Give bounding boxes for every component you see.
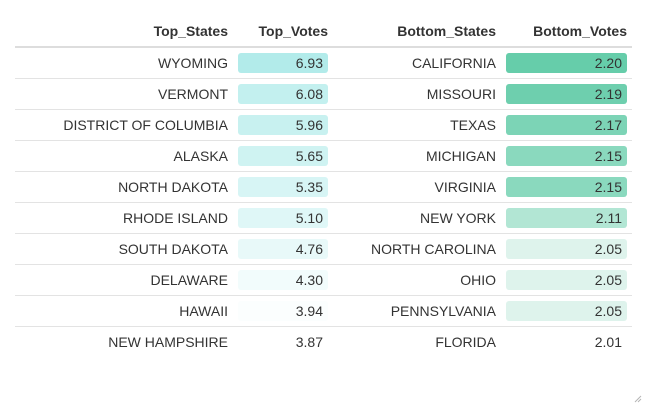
bottom-votes-value: 2.19 xyxy=(506,84,627,104)
bottom-state-cell: PENNSYLVANIA xyxy=(333,295,501,327)
table-row: DELAWARE 4.30 OHIO 2.05 xyxy=(15,264,632,296)
bottom-state-cell: TEXAS xyxy=(333,109,501,141)
top-votes-value: 5.35 xyxy=(238,177,328,197)
bottom-state-cell: OHIO xyxy=(333,264,501,296)
table-row: SOUTH DAKOTA 4.76 NORTH CAROLINA 2.05 xyxy=(15,233,632,265)
table-row: NORTH DAKOTA 5.35 VIRGINIA 2.15 xyxy=(15,171,632,203)
column-header-bottom-votes[interactable]: Bottom_Votes xyxy=(501,16,632,48)
top-votes-cell: 5.96 xyxy=(233,109,333,141)
bottom-state-cell: NEW YORK xyxy=(333,202,501,234)
top-votes-cell: 5.35 xyxy=(233,171,333,203)
table-row: WYOMING 6.93 CALIFORNIA 2.20 xyxy=(15,47,632,79)
header-row: Top_States Top_Votes Bottom_States Botto… xyxy=(15,16,632,48)
bottom-votes-cell: 2.01 xyxy=(501,327,632,358)
top-votes-value: 3.94 xyxy=(238,301,328,321)
top-votes-cell: 4.76 xyxy=(233,233,333,265)
bottom-votes-value: 2.05 xyxy=(506,301,627,321)
top-votes-value: 4.76 xyxy=(238,239,328,259)
column-header-top-states[interactable]: Top_States xyxy=(15,16,233,48)
top-votes-value: 6.93 xyxy=(238,53,328,73)
top-votes-value: 5.96 xyxy=(238,115,328,135)
data-table-container: Top_States Top_Votes Bottom_States Botto… xyxy=(15,16,632,357)
votes-table: Top_States Top_Votes Bottom_States Botto… xyxy=(15,16,632,357)
top-state-cell: NEW HAMPSHIRE xyxy=(108,334,228,350)
table-body: WYOMING 6.93 CALIFORNIA 2.20 VERMONT 6.08 MISS… xyxy=(15,47,632,357)
table-row: NEW HAMPSHIRE 3.87 FLORIDA 2.01 xyxy=(15,327,632,358)
bottom-votes-value: 2.05 xyxy=(506,270,627,290)
top-votes-value: 5.65 xyxy=(238,146,328,166)
bottom-state-cell: FLORIDA xyxy=(435,334,496,350)
top-votes-cell: 6.93 xyxy=(233,47,333,79)
top-state-cell: HAWAII xyxy=(15,295,233,327)
top-state-cell: ALASKA xyxy=(15,140,233,172)
top-state-cell: WYOMING xyxy=(15,47,233,79)
top-state-cell: SOUTH DAKOTA xyxy=(15,233,233,265)
bottom-votes-cell: 2.19 xyxy=(501,78,632,110)
column-header-top-votes[interactable]: Top_Votes xyxy=(233,16,333,48)
top-votes-cell: 5.65 xyxy=(233,140,333,172)
table-row: DISTRICT OF COLUMBIA 5.96 TEXAS 2.17 xyxy=(15,109,632,141)
bottom-votes-cell: 2.05 xyxy=(501,233,632,265)
bottom-state-cell: VIRGINIA xyxy=(333,171,501,203)
bottom-votes-cell: 2.11 xyxy=(501,202,632,234)
bottom-state-cell: CALIFORNIA xyxy=(333,47,501,79)
bottom-votes-value: 2.15 xyxy=(506,177,627,197)
top-votes-value: 3.87 xyxy=(238,332,328,352)
bottom-votes-value: 2.05 xyxy=(506,239,627,259)
bottom-state-cell: MISSOURI xyxy=(333,78,501,110)
top-votes-cell: 5.10 xyxy=(233,202,333,234)
resize-grip-icon[interactable] xyxy=(634,395,642,403)
bottom-votes-cell: 2.20 xyxy=(501,47,632,79)
bottom-state-cell: NORTH CAROLINA xyxy=(333,233,501,265)
bottom-votes-cell: 2.05 xyxy=(501,295,632,327)
table-header: Top_States Top_Votes Bottom_States Botto… xyxy=(15,16,632,48)
top-votes-cell: 4.30 xyxy=(233,264,333,296)
table-row: ALASKA 5.65 MICHIGAN 2.15 xyxy=(15,140,632,172)
top-state-cell: VERMONT xyxy=(15,78,233,110)
table-row: RHODE ISLAND 5.10 NEW YORK 2.11 xyxy=(15,202,632,234)
top-votes-value: 6.08 xyxy=(238,84,328,104)
table-row: VERMONT 6.08 MISSOURI 2.19 xyxy=(15,78,632,110)
top-votes-cell: 3.94 xyxy=(233,295,333,327)
top-state-cell: DELAWARE xyxy=(15,264,233,296)
bottom-votes-value: 2.11 xyxy=(506,208,627,228)
top-state-cell: NORTH DAKOTA xyxy=(15,171,233,203)
bottom-votes-value: 2.01 xyxy=(506,332,627,352)
top-votes-value: 5.10 xyxy=(238,208,328,228)
column-header-bottom-states[interactable]: Bottom_States xyxy=(333,16,501,48)
bottom-votes-cell: 2.15 xyxy=(501,171,632,203)
top-state-cell: RHODE ISLAND xyxy=(15,202,233,234)
bottom-votes-value: 2.15 xyxy=(506,146,627,166)
top-votes-value: 4.30 xyxy=(238,270,328,290)
bottom-votes-value: 2.20 xyxy=(506,53,627,73)
top-state-cell: DISTRICT OF COLUMBIA xyxy=(15,109,233,141)
top-votes-cell: 3.87 xyxy=(233,327,333,358)
bottom-votes-cell: 2.15 xyxy=(501,140,632,172)
bottom-state-cell: MICHIGAN xyxy=(333,140,501,172)
table-row: HAWAII 3.94 PENNSYLVANIA 2.05 xyxy=(15,295,632,327)
bottom-votes-cell: 2.17 xyxy=(501,109,632,141)
bottom-votes-value: 2.17 xyxy=(506,115,627,135)
top-votes-cell: 6.08 xyxy=(233,78,333,110)
bottom-votes-cell: 2.05 xyxy=(501,264,632,296)
